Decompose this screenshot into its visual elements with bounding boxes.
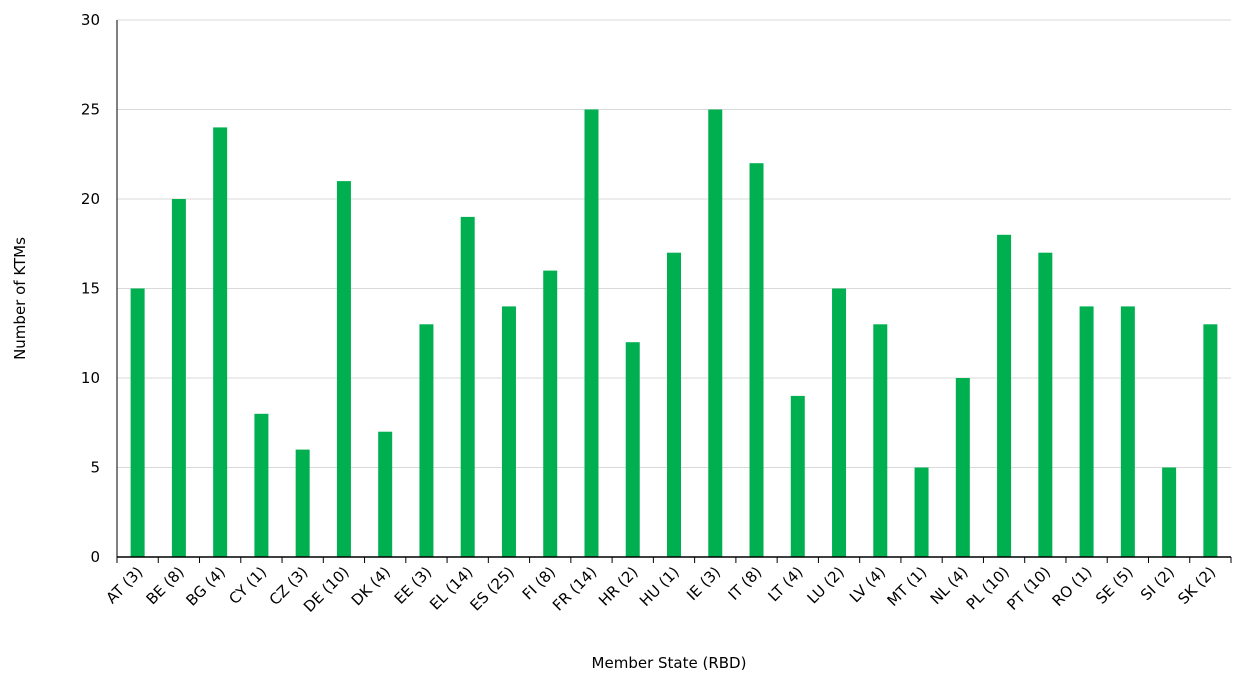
y-tick-label: 10 bbox=[81, 369, 100, 387]
x-tick-label: PT (10) bbox=[1003, 563, 1054, 614]
y-tick-label: 15 bbox=[81, 280, 100, 298]
x-tick-label: CY (1) bbox=[225, 563, 270, 608]
bar bbox=[254, 413, 269, 557]
bar bbox=[997, 234, 1012, 558]
x-tick-label: BE (8) bbox=[143, 563, 188, 608]
bar bbox=[790, 395, 805, 557]
x-tick-label: SI (2) bbox=[1137, 563, 1178, 604]
y-tick-label: 5 bbox=[90, 459, 100, 477]
bar bbox=[460, 216, 475, 557]
bar bbox=[419, 324, 434, 557]
bar bbox=[1120, 306, 1135, 557]
bar bbox=[584, 109, 599, 557]
x-tick-label: LT (4) bbox=[765, 563, 807, 605]
y-axis-title: Number of KTMs bbox=[11, 237, 29, 360]
x-tick-label: IT (8) bbox=[725, 563, 766, 604]
bar bbox=[667, 252, 681, 557]
y-tick-label: 25 bbox=[81, 101, 100, 119]
bar bbox=[914, 467, 929, 557]
x-tick-label: LV (4) bbox=[846, 563, 889, 606]
bar bbox=[130, 288, 145, 557]
x-tick-label: BG (4) bbox=[183, 563, 229, 609]
bar bbox=[873, 324, 888, 557]
bar bbox=[955, 378, 970, 557]
x-tick-label: ES (25) bbox=[466, 563, 517, 614]
bar bbox=[625, 342, 640, 557]
y-tick-label: 20 bbox=[81, 190, 100, 208]
x-tick-label: HU (1) bbox=[636, 563, 683, 610]
x-axis-title: Member State (RBD) bbox=[592, 654, 747, 672]
bar bbox=[378, 431, 393, 557]
y-tick-label: 30 bbox=[81, 11, 100, 29]
bar bbox=[749, 163, 764, 557]
x-tick-label: PL (10) bbox=[963, 563, 1013, 613]
x-tick-label: DK (4) bbox=[348, 563, 394, 609]
bar bbox=[501, 306, 516, 557]
x-tick-label: LU (2) bbox=[804, 563, 848, 607]
x-tick-label: RO (1) bbox=[1049, 563, 1096, 610]
x-tick-label: HR (2) bbox=[595, 563, 641, 609]
axes bbox=[116, 20, 1232, 563]
bar bbox=[295, 449, 310, 557]
bar bbox=[1038, 252, 1053, 557]
x-tick-label: EL (14) bbox=[426, 563, 476, 613]
bar bbox=[1203, 324, 1218, 557]
x-tick-label: IE (3) bbox=[683, 563, 724, 604]
bar bbox=[543, 270, 558, 557]
bar bbox=[171, 199, 186, 557]
x-tick-label: DE (10) bbox=[300, 563, 353, 616]
bar bbox=[1079, 306, 1094, 557]
bar bbox=[832, 288, 847, 557]
x-tick-label: FR (14) bbox=[549, 563, 600, 614]
x-tick-label: AT (3) bbox=[102, 563, 146, 607]
bar bbox=[708, 109, 723, 557]
bar bbox=[213, 127, 228, 558]
bar bbox=[336, 181, 351, 557]
x-tick-label: SK (2) bbox=[1174, 563, 1219, 608]
bars bbox=[130, 109, 1218, 558]
x-tick-label: MT (1) bbox=[884, 563, 931, 610]
y-tick-label: 0 bbox=[90, 548, 100, 566]
bar bbox=[1162, 467, 1177, 557]
x-tick-label: SE (5) bbox=[1092, 563, 1137, 608]
